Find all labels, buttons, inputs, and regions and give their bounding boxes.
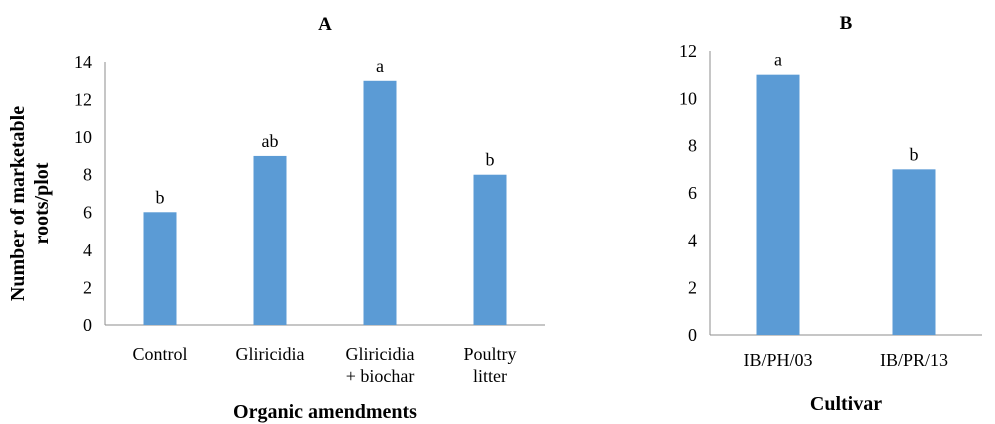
chart-a-category-label: Control bbox=[132, 344, 187, 364]
chart-a-y-axis-title: roots/plot bbox=[31, 162, 53, 244]
chart-a-ytick-label: 6 bbox=[83, 202, 92, 222]
chart-a-category-label: + biochar bbox=[346, 366, 415, 386]
chart-b-category-label: IB/PH/03 bbox=[743, 350, 812, 370]
chart-b-category-label: IB/PR/13 bbox=[880, 350, 948, 370]
chart-b-data-label: a bbox=[774, 50, 782, 70]
chart-b-x-axis-title: Cultivar bbox=[810, 393, 882, 415]
chart-a-title: A bbox=[318, 14, 332, 35]
chart-a-ytick-label: 0 bbox=[83, 315, 92, 335]
chart-a-ytick-label: 14 bbox=[74, 52, 92, 72]
chart-a-category-label: litter bbox=[473, 366, 507, 386]
chart-b-ytick-label: 4 bbox=[688, 230, 697, 250]
chart-a-ytick-label: 8 bbox=[83, 165, 92, 185]
chart-a-ytick-label: 10 bbox=[74, 127, 92, 147]
chart-b-bar bbox=[892, 169, 936, 335]
chart-a-ytick-label: 4 bbox=[83, 240, 92, 260]
chart-a-data-label: a bbox=[376, 56, 384, 76]
chart-a-category-label: Poultry bbox=[463, 344, 516, 364]
chart-a-data-label: ab bbox=[262, 131, 279, 151]
chart-a-bar bbox=[143, 212, 177, 325]
chart-a-bar bbox=[473, 174, 507, 325]
chart-b-ytick-label: 10 bbox=[679, 88, 697, 108]
chart-b-ytick-label: 2 bbox=[688, 278, 697, 298]
chart-b-bar bbox=[756, 74, 800, 336]
chart-b-ytick-label: 8 bbox=[688, 136, 697, 156]
chart-a-bar bbox=[253, 155, 287, 325]
chart-a-category-label: Gliricidia bbox=[236, 344, 305, 364]
chart-b-ytick-label: 0 bbox=[688, 325, 697, 345]
chart-a-x-axis-title: Organic amendments bbox=[233, 401, 417, 423]
chart-a-ytick-label: 2 bbox=[83, 277, 92, 297]
chart-b-ytick-label: 12 bbox=[679, 41, 697, 61]
chart-a-category-label: Gliricidia bbox=[346, 344, 415, 364]
chart-a-bar bbox=[363, 80, 397, 326]
chart-b-title: B bbox=[840, 13, 853, 34]
chart-a-data-label: b bbox=[486, 150, 495, 170]
chart-a-y-axis-title: Number of marketable bbox=[7, 106, 29, 301]
chart-b-ytick-label: 6 bbox=[688, 183, 697, 203]
chart-a-ytick-label: 12 bbox=[74, 90, 92, 110]
chart-b-data-label: b bbox=[910, 144, 919, 164]
chart-a-data-label: b bbox=[156, 187, 165, 207]
